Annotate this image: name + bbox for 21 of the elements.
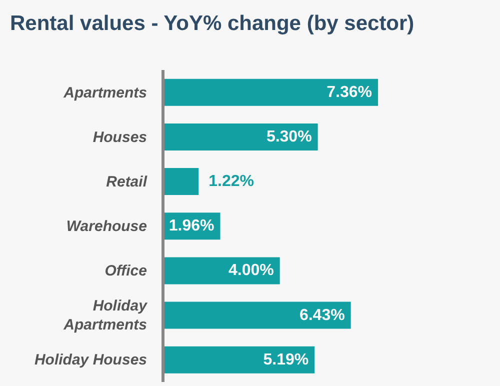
bar	[163, 168, 199, 196]
data-label: 1.22%	[208, 173, 254, 190]
bar	[163, 257, 280, 284]
bar	[163, 78, 378, 106]
data-label: 6.43%	[299, 306, 345, 324]
chart-title: Rental values - YoY% change (by sector)	[10, 12, 414, 36]
bar	[163, 123, 318, 150]
y-tick-label: Office	[104, 262, 147, 280]
y-tick-label: Holiday Apartments	[62, 297, 148, 334]
y-tick-label: Apartments	[62, 84, 147, 101]
y-tick-label: Houses	[92, 128, 147, 146]
data-label: 4.00%	[228, 262, 274, 280]
data-label: 1.96%	[168, 218, 214, 235]
data-label: 5.30%	[266, 128, 312, 146]
bar	[163, 346, 315, 374]
data-label: 5.19%	[263, 351, 309, 368]
y-tick-label: Holiday Houses	[34, 351, 147, 368]
data-label: 7.36%	[326, 84, 372, 101]
y-tick-label: Retail	[106, 172, 148, 190]
y-tick-label: Warehouse	[66, 218, 147, 234]
bar	[163, 302, 351, 329]
